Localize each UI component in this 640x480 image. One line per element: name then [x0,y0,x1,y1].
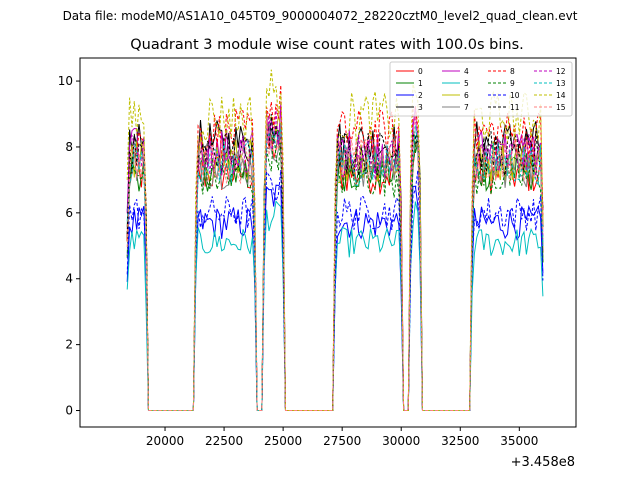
x-tick-label: 25000 [264,434,302,448]
legend-label: 0 [418,67,423,76]
y-tick-label: 2 [65,338,73,352]
series-line-15 [126,113,544,411]
legend-label: 4 [464,67,469,76]
y-axis: 0 2 4 6 8 10 [58,74,80,418]
legend-label: 14 [556,91,566,100]
legend-label: 6 [464,91,469,100]
y-tick-label: 8 [65,140,73,154]
x-tick-label: 22500 [205,434,243,448]
x-axis: 20000 22500 25000 27500 30000 32500 35000 [146,427,538,448]
legend-label: 12 [556,67,566,76]
x-tick-label: 20000 [146,434,184,448]
x-tick-label: 27500 [323,434,361,448]
y-tick-label: 4 [65,272,73,286]
figure-suptitle: Data file: modeM0/AS1A10_045T09_90000040… [63,9,578,23]
y-tick-label: 0 [65,404,73,418]
legend-label: 7 [464,103,469,112]
chart-title: Quadrant 3 module wise count rates with … [130,37,524,53]
legend-label: 1 [418,79,423,88]
legend-label: 10 [510,91,520,100]
x-tick-label: 35000 [500,434,538,448]
y-tick-label: 10 [58,74,73,88]
legend-label: 13 [556,79,566,88]
legend-box [389,61,573,117]
legend-label: 8 [510,67,515,76]
legend-label: 11 [510,103,520,112]
legend-label: 3 [418,103,423,112]
x-tick-label: 32500 [441,434,479,448]
series-line-10 [126,169,544,411]
legend-label: 9 [510,79,515,88]
plot-frame [79,57,577,428]
plot-area [126,69,544,411]
series-line-14 [126,69,544,411]
x-axis-offset-label: +3.458e8 [511,455,575,470]
series-line-8 [126,85,544,411]
y-tick-label: 6 [65,206,73,220]
legend-label: 5 [464,79,469,88]
x-tick-label: 30000 [382,434,420,448]
legend-label: 15 [556,103,566,112]
legend-label: 2 [418,91,423,100]
